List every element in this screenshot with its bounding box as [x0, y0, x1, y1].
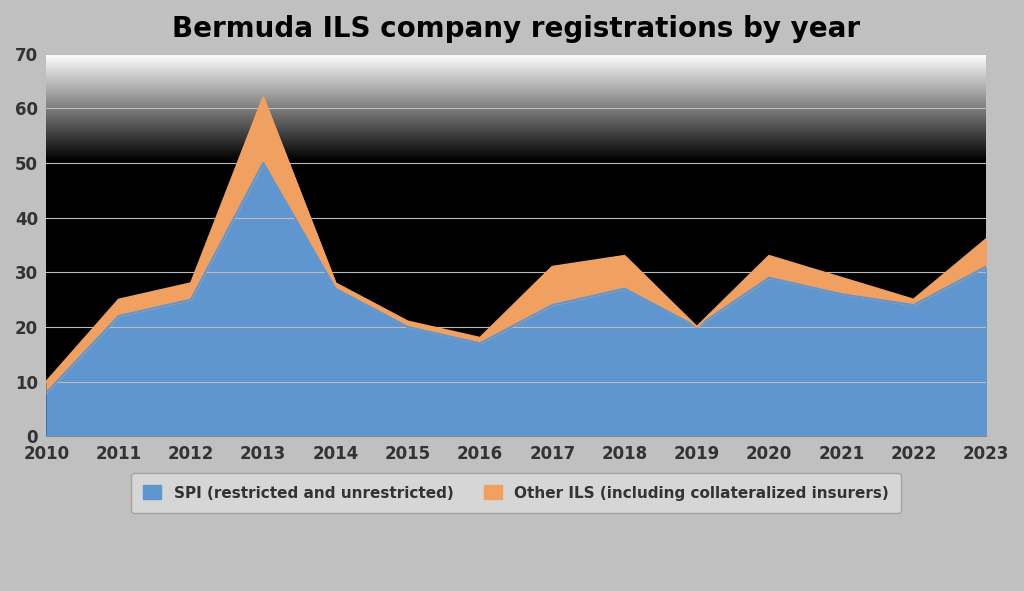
Legend: SPI (restricted and unrestricted), Other ILS (including collateralized insurers): SPI (restricted and unrestricted), Other…	[131, 473, 901, 513]
Title: Bermuda ILS company registrations by year: Bermuda ILS company registrations by yea…	[172, 15, 860, 43]
